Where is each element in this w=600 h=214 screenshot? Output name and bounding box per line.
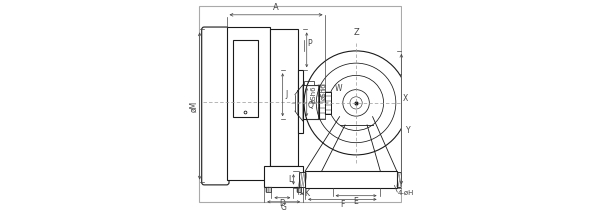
Bar	[297, 187, 301, 192]
Text: 4-øH: 4-øH	[398, 190, 414, 196]
Bar	[227, 27, 271, 180]
Bar	[271, 30, 298, 166]
Text: øSh6: øSh6	[320, 83, 326, 101]
Bar	[266, 187, 271, 192]
Bar	[299, 172, 305, 187]
Text: A: A	[273, 3, 279, 12]
Text: E: E	[354, 197, 358, 206]
FancyBboxPatch shape	[202, 27, 229, 185]
Bar	[397, 172, 403, 187]
Text: G: G	[281, 203, 287, 212]
Text: D: D	[280, 199, 285, 208]
Text: F: F	[340, 200, 344, 209]
Text: Y: Y	[406, 126, 411, 135]
Text: J: J	[285, 90, 287, 99]
Bar	[325, 92, 331, 114]
Text: L: L	[288, 175, 292, 184]
Text: P: P	[308, 39, 313, 48]
Text: øSh6: øSh6	[310, 85, 316, 103]
Bar	[304, 81, 314, 85]
Bar	[265, 166, 303, 187]
Text: W: W	[335, 84, 343, 93]
Text: Q: Q	[308, 101, 314, 110]
Text: øM: øM	[189, 100, 198, 111]
Text: Z: Z	[353, 28, 359, 37]
Bar	[303, 85, 319, 119]
Bar	[298, 70, 303, 134]
Text: X: X	[403, 94, 408, 103]
Bar	[233, 40, 258, 117]
Bar	[305, 171, 397, 187]
Text: K: K	[304, 189, 309, 198]
